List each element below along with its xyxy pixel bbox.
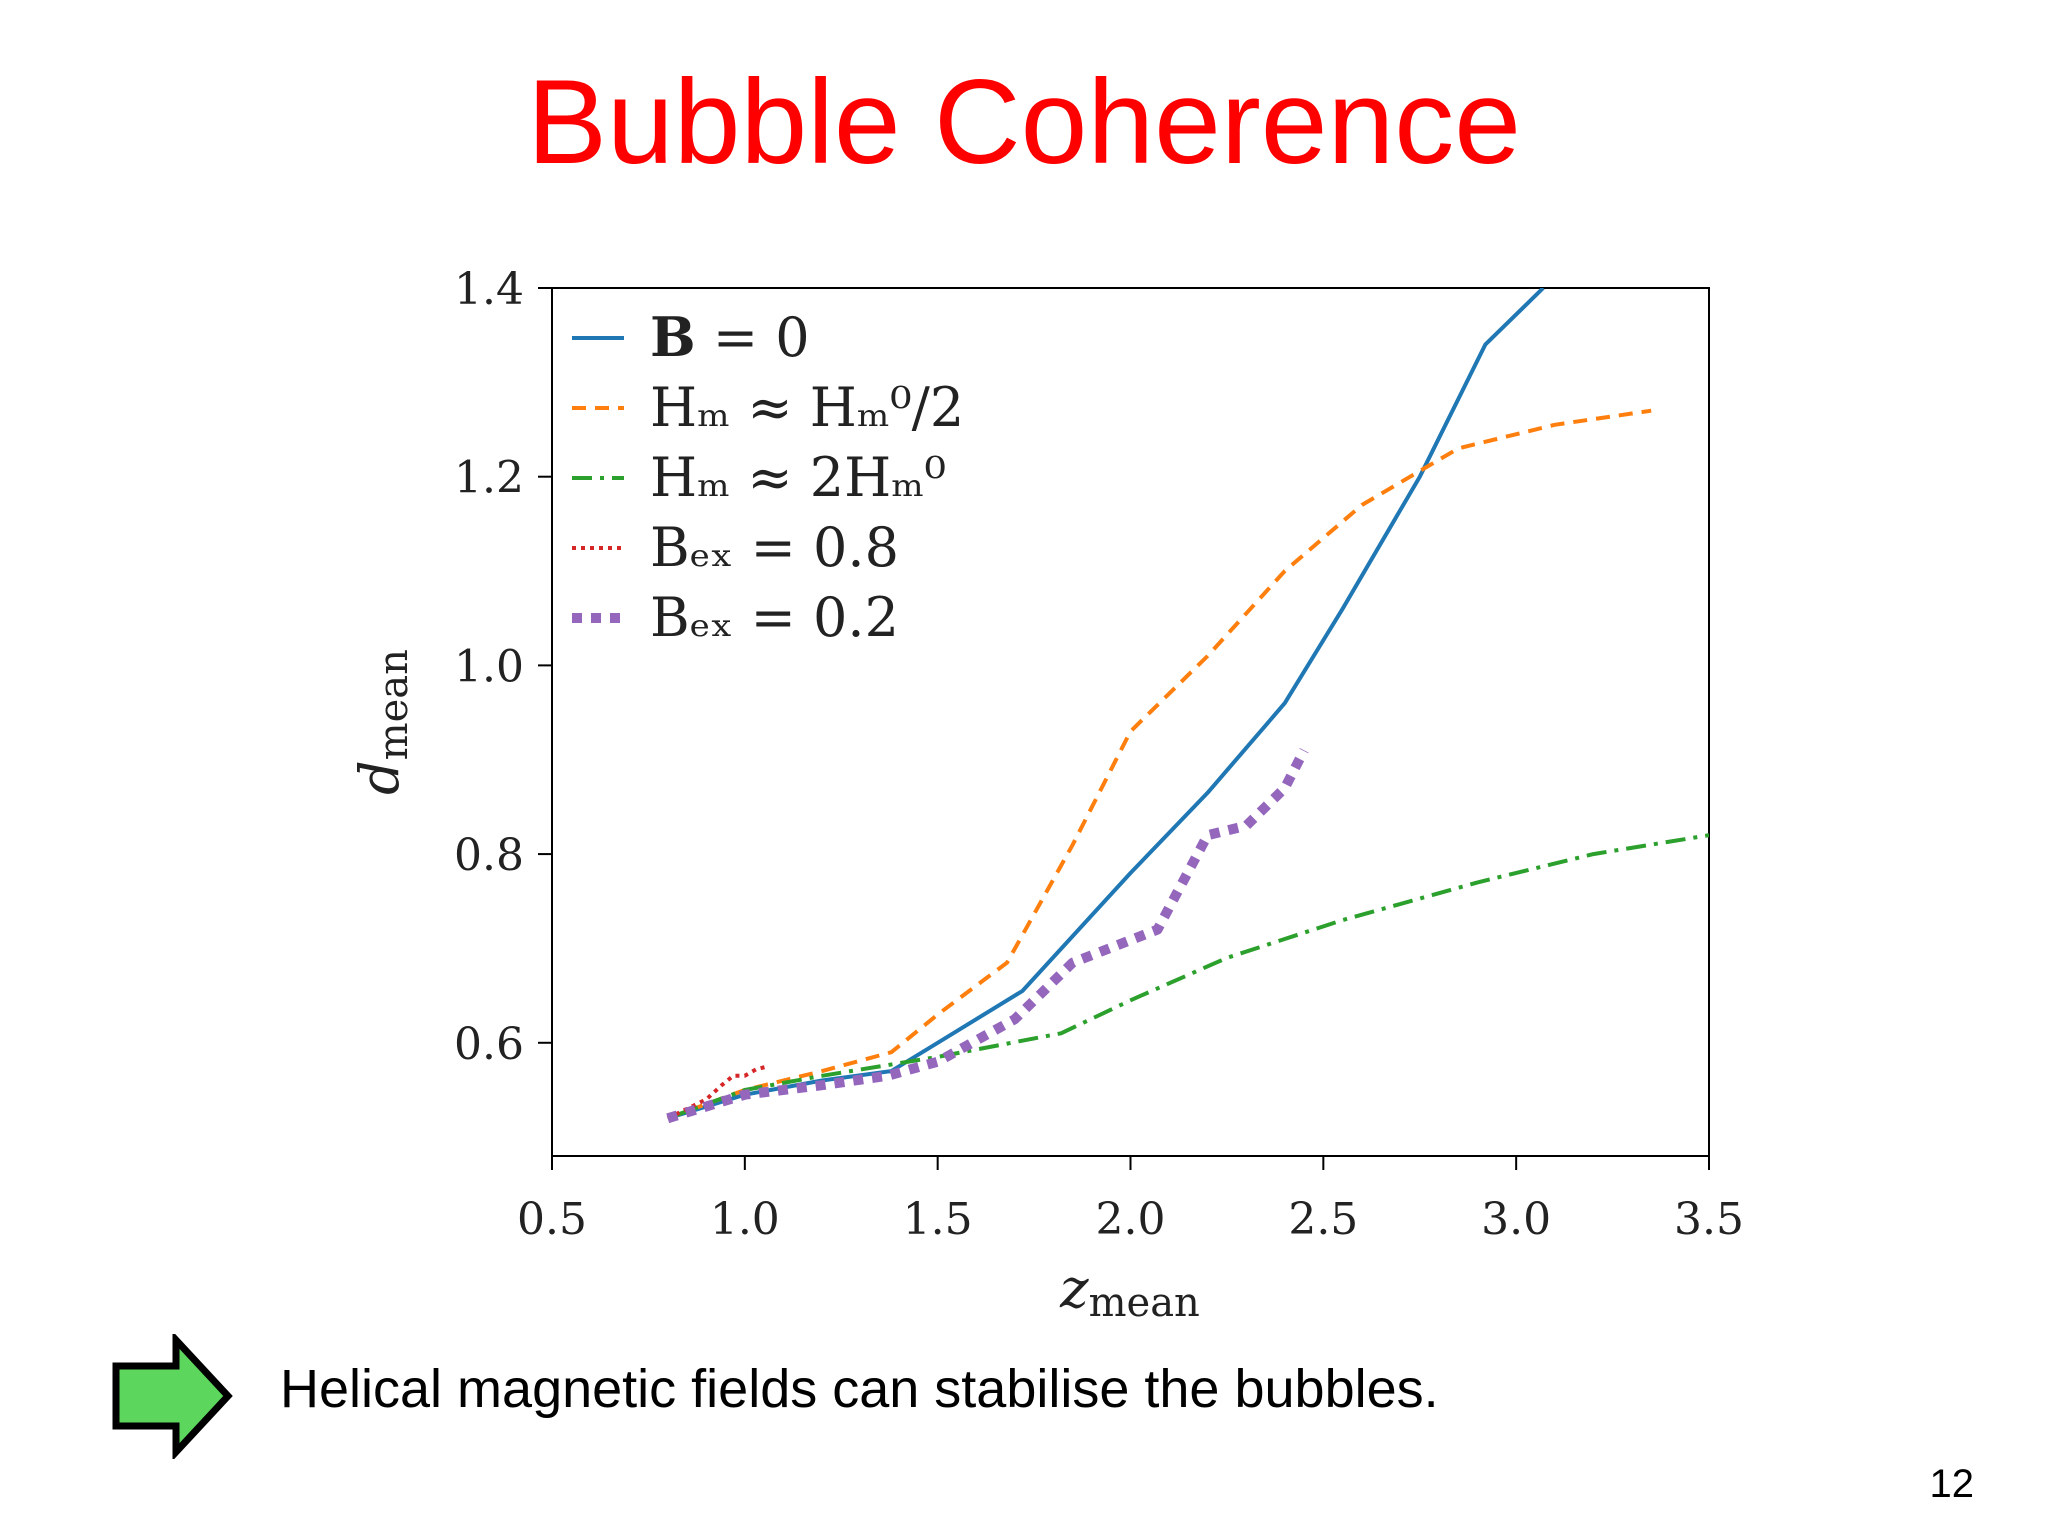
slide-title: Bubble Coherence <box>526 55 1522 189</box>
y-tick-label: 0.8 <box>454 830 524 881</box>
x-tick-label: 0.5 <box>517 1194 587 1245</box>
legend-label-3: Hₘ ≈ 2Hₘ⁰ <box>650 446 946 509</box>
legend-label-text: Hₘ ≈ 2Hₘ⁰ <box>650 446 946 509</box>
y-axis-label: dmean <box>348 649 417 795</box>
right-arrow-icon <box>112 1334 233 1459</box>
legend-label-2: Hₘ ≈ Hₘ⁰/2 <box>650 376 964 439</box>
x-tick-label: 2.0 <box>1096 1194 1166 1245</box>
series-line-2 <box>667 408 1652 1121</box>
y-axis: 0.6 0.8 1.0 1.2 1.4 <box>454 264 552 1070</box>
legend-label-text: Hₘ ≈ Hₘ⁰/2 <box>650 376 964 439</box>
right-arrow-shape <box>112 1334 233 1459</box>
x-axis-label-sub: mean <box>1089 1280 1200 1326</box>
x-tick-label: 3.5 <box>1674 1194 1744 1245</box>
conclusion-row: Helical magnetic fields can stabilise th… <box>110 1330 1810 1459</box>
x-tick-label: 1.5 <box>903 1194 973 1245</box>
page-number: 12 <box>1929 1462 1975 1506</box>
legend-label-text: Bₑₓ = 0.8 <box>650 516 899 579</box>
series-line-4 <box>666 1064 769 1121</box>
y-axis-label-sub: mean <box>371 649 417 760</box>
legend-label-rest: = 0 <box>696 306 810 369</box>
y-tick-label: 1.2 <box>454 453 524 504</box>
conclusion-text: Helical magnetic fields can stabilise th… <box>280 1359 1439 1419</box>
legend-label-1: B = 0 <box>650 305 810 369</box>
legend-label-bold: B <box>650 305 696 369</box>
y-tick-label: 0.6 <box>454 1019 524 1070</box>
series-line-5 <box>666 748 1309 1124</box>
series-line-3 <box>667 833 1709 1121</box>
x-tick-label: 3.0 <box>1481 1194 1551 1245</box>
x-axis-label-main: z <box>1059 1257 1089 1320</box>
x-tick-label: 2.5 <box>1288 1194 1358 1245</box>
legend: B = 0 Hₘ ≈ Hₘ⁰/2 Hₘ ≈ 2Hₘ⁰ Bₑₓ = 0.8 Bₑₓ = 0… <box>572 305 964 649</box>
legend-label-5: Bₑₓ = 0.2 <box>650 586 899 649</box>
series-lines <box>666 288 1709 1124</box>
y-axis-label-main: d <box>348 760 411 795</box>
x-axis: 0.5 1.0 1.5 2.0 2.5 3.0 3.5 <box>517 1156 1744 1245</box>
y-tick-label: 1.0 <box>454 641 524 692</box>
x-axis-label: zmean <box>1059 1257 1200 1326</box>
y-tick-label: 1.4 <box>454 264 524 315</box>
legend-label-text: Bₑₓ = 0.2 <box>650 586 899 649</box>
legend-label-4: Bₑₓ = 0.8 <box>650 516 899 579</box>
x-tick-label: 1.0 <box>710 1194 780 1245</box>
